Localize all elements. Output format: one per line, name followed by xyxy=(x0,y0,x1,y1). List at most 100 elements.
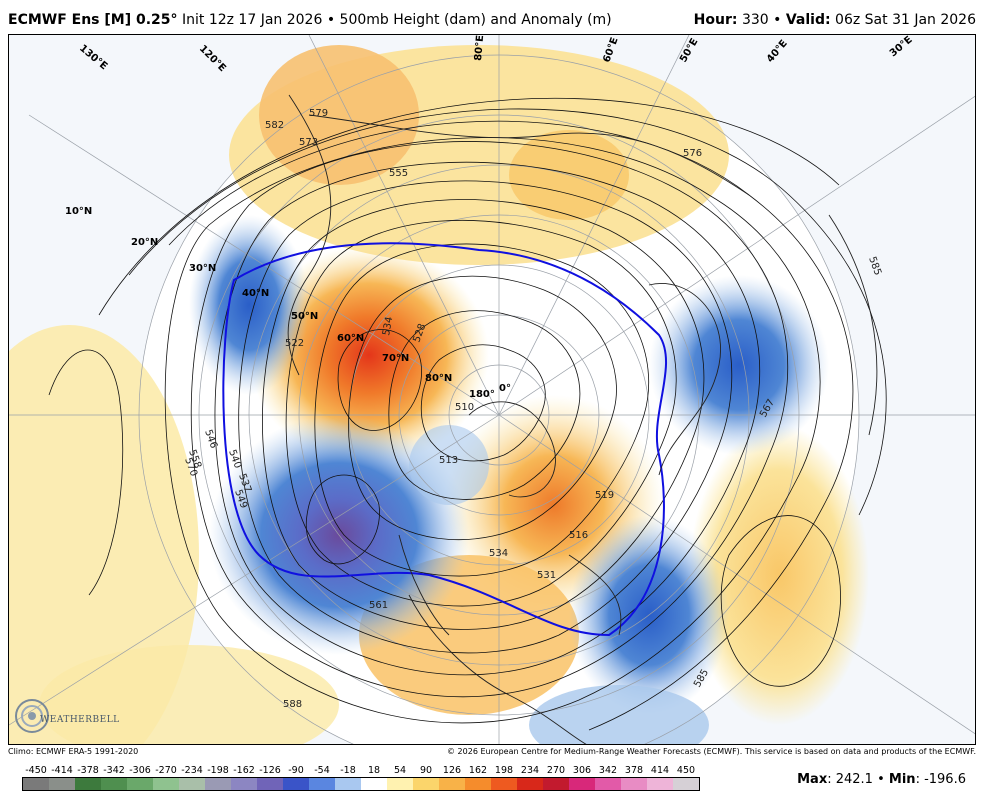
copyright-note: © 2026 European Centre for Medium-Range … xyxy=(447,747,976,756)
contour-label: 534 xyxy=(489,548,508,559)
contour-labels: 582 579 573 576 555 522 534 528 510 513 … xyxy=(182,108,883,710)
height-contour xyxy=(285,220,677,607)
lon-label-180: 180° xyxy=(469,389,495,400)
contour-label: 534 xyxy=(381,316,395,337)
weatherbell-logo: WEATHERBELL xyxy=(12,695,119,737)
scale-swatch xyxy=(543,778,569,790)
height-contour xyxy=(190,141,789,698)
contour-label: 522 xyxy=(285,338,304,349)
lon-line xyxy=(498,414,975,735)
scale-swatch xyxy=(309,778,335,790)
cold-anomaly-southeast xyxy=(529,685,709,744)
contour-label: 531 xyxy=(537,570,556,581)
scale-swatch xyxy=(205,778,231,790)
scale-swatch xyxy=(621,778,647,790)
scale-swatch xyxy=(569,778,595,790)
coastlines xyxy=(287,94,878,744)
height-contour xyxy=(348,275,617,541)
degree-symbol: ° xyxy=(170,12,178,28)
scale-label: 270 xyxy=(546,765,566,776)
chart-title: ECMWF Ens [M] 0.25° Init 12z 17 Jan 2026… xyxy=(8,12,612,28)
lon-label-0: 0° xyxy=(499,383,511,394)
lat-label-60n: 60°N xyxy=(337,333,364,344)
contour-label: 576 xyxy=(683,148,702,159)
lat-label-80n: 80°N xyxy=(425,373,452,384)
scale-label: 126 xyxy=(442,765,462,776)
coastline xyxy=(468,401,556,498)
lat-label-10n: 10°N xyxy=(65,206,92,217)
scale-swatch xyxy=(335,778,361,790)
contour-label: 561 xyxy=(369,600,388,611)
map-panel: 10°N 20°N 30°N 40°N 50°N 60°N 70°N 80°N … xyxy=(8,34,976,745)
contour-label: 555 xyxy=(389,168,408,179)
scale-label: 90 xyxy=(419,765,433,776)
height-contour xyxy=(337,329,422,431)
cold-anomaly-pacific xyxy=(189,215,309,395)
scale-swatch xyxy=(23,778,49,790)
valid-value: 06z Sat 31 Jan 2026 xyxy=(835,12,976,28)
cold-anomaly-hudson xyxy=(409,425,489,505)
scale-swatch xyxy=(257,778,283,790)
init-time: Init 12z 17 Jan 2026 xyxy=(181,12,323,28)
scale-swatch xyxy=(413,778,439,790)
height-contour xyxy=(388,310,581,500)
height-contour xyxy=(314,243,650,577)
scale-swatch xyxy=(361,778,387,790)
scale-swatch xyxy=(231,778,257,790)
warm-anomaly-west xyxy=(9,325,199,744)
logo-text: WEATHERBELL xyxy=(40,715,120,725)
min-value: -196.6 xyxy=(924,772,966,787)
height-contour xyxy=(214,161,761,676)
coastline xyxy=(648,283,721,476)
scale-label: 18 xyxy=(367,765,381,776)
scale-label: -414 xyxy=(51,765,73,776)
scale-label: -90 xyxy=(288,765,304,776)
scale-label: 378 xyxy=(624,765,644,776)
scale-swatch xyxy=(283,778,309,790)
title-bullet-2: • xyxy=(773,12,782,28)
scale-swatch xyxy=(673,778,699,790)
lat-label-30n: 30°N xyxy=(189,263,216,274)
lat-label-50n: 50°N xyxy=(291,311,318,322)
height-contour xyxy=(128,108,887,516)
scale-label: 162 xyxy=(468,765,488,776)
contour-label: 588 xyxy=(283,699,302,710)
scale-swatch xyxy=(153,778,179,790)
scale-swatch xyxy=(517,778,543,790)
product-name: 500mb Height (dam) and Anomaly (m) xyxy=(339,12,612,28)
scale-label: -18 xyxy=(340,765,356,776)
height-contour xyxy=(305,474,380,565)
lat-label-70n: 70°N xyxy=(382,353,409,364)
scale-label: 306 xyxy=(572,765,592,776)
climo-note: Climo: ECMWF ERA-5 1991-2020 xyxy=(8,747,139,756)
max-min-readout: Max: 242.1 • Min: -196.6 xyxy=(797,772,966,787)
lon-line xyxy=(498,35,690,416)
scale-label: -198 xyxy=(207,765,229,776)
scale-swatch xyxy=(49,778,75,790)
warm-anomaly-pacific-north xyxy=(259,45,419,185)
lat-label-40n: 40°N xyxy=(242,288,269,299)
scale-swatch xyxy=(439,778,465,790)
scale-swatch xyxy=(75,778,101,790)
maxmin-bullet: • xyxy=(877,772,885,787)
hour-label: Hour xyxy=(693,12,732,28)
contour-label: 519 xyxy=(595,490,614,501)
height-contour xyxy=(238,180,733,654)
height-contour xyxy=(168,120,854,731)
scale-swatch xyxy=(595,778,621,790)
lon-line xyxy=(9,414,500,726)
valid-label: Valid xyxy=(785,12,825,28)
scale-label: -234 xyxy=(181,765,203,776)
height-contour xyxy=(720,515,841,687)
coastline xyxy=(287,94,332,376)
scale-label: 198 xyxy=(494,765,514,776)
min-label: Min xyxy=(888,772,916,787)
contour-label: 516 xyxy=(569,530,588,541)
color-scale-bar xyxy=(22,777,700,791)
map-canvas: 10°N 20°N 30°N 40°N 50°N 60°N 70°N 80°N … xyxy=(9,35,975,744)
scale-label: 414 xyxy=(650,765,670,776)
height-contour xyxy=(262,199,705,630)
height-contour xyxy=(48,349,124,596)
lon-line xyxy=(308,35,500,416)
scale-swatch xyxy=(127,778,153,790)
